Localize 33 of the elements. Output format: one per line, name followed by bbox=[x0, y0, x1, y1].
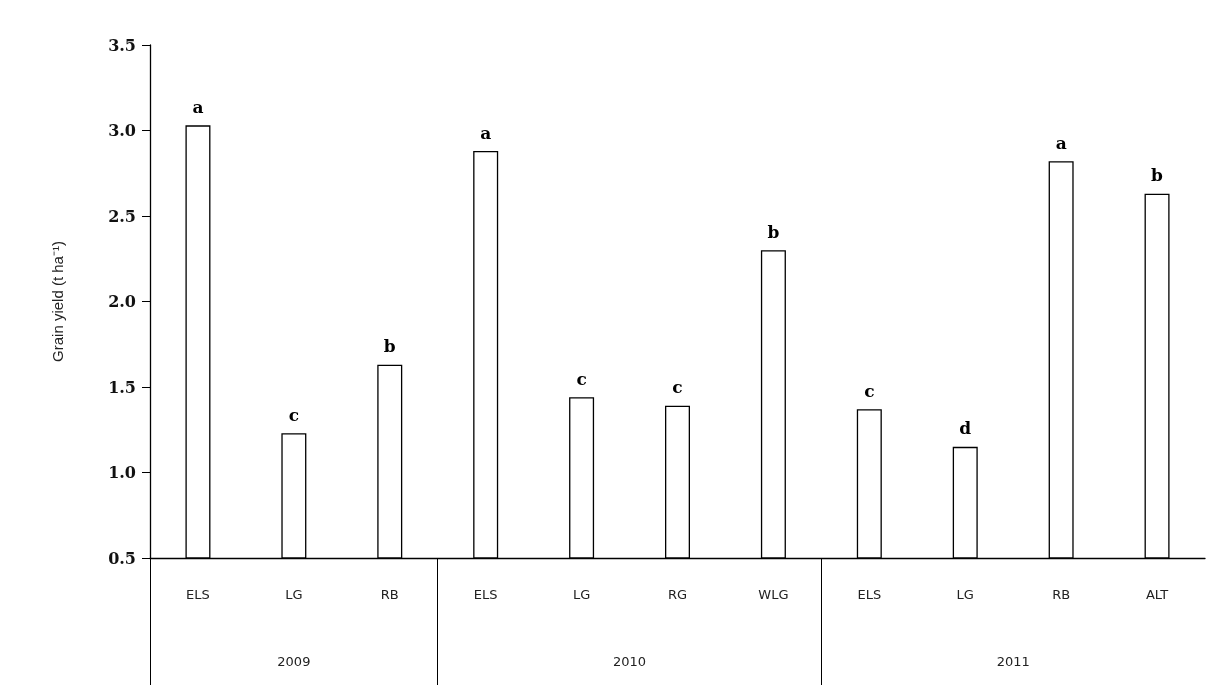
data-label: b bbox=[383, 336, 396, 357]
y-tick-label: 2.5 bbox=[108, 206, 136, 226]
y-tick-label: 3.5 bbox=[108, 35, 136, 55]
data-label: b bbox=[767, 221, 780, 242]
y-tick-label: 0.5 bbox=[108, 548, 136, 568]
x-tick-label: ELS bbox=[857, 587, 882, 602]
y-tick-label: 2.0 bbox=[108, 292, 136, 311]
y-tick-label: 3.0 bbox=[108, 121, 136, 140]
x-tick-label: ELS bbox=[473, 587, 498, 602]
data-label: a bbox=[192, 96, 204, 117]
data-label: c bbox=[672, 377, 683, 398]
data-label: a bbox=[480, 122, 492, 143]
data-label: c bbox=[576, 368, 587, 389]
text: 2010 bbox=[612, 653, 648, 671]
data-label: c bbox=[864, 380, 875, 401]
text: 2009 bbox=[276, 653, 312, 671]
y-axis-title: Grain yield (t ha⁻¹) bbox=[49, 241, 66, 362]
data-label: d bbox=[959, 418, 972, 439]
x-tick-label: RB bbox=[380, 587, 399, 602]
x-tick-label: RB bbox=[1052, 587, 1071, 602]
x-tick-label: RG bbox=[667, 587, 688, 602]
x-tick-label: LG bbox=[956, 587, 974, 602]
data-label: c bbox=[288, 404, 300, 425]
text: 2011 bbox=[995, 653, 1031, 671]
x-tick-label: LG bbox=[572, 587, 591, 602]
x-tick-label: ALT bbox=[1145, 587, 1169, 602]
data-label: a bbox=[1055, 132, 1067, 153]
data-label: b bbox=[1151, 165, 1164, 186]
x-tick-label: LG bbox=[285, 587, 303, 602]
x-tick-label: WLG bbox=[758, 587, 789, 602]
y-tick-label: 1.0 bbox=[108, 463, 136, 482]
x-tick-label: ELS bbox=[186, 587, 210, 602]
y-tick-label: 1.5 bbox=[108, 377, 136, 397]
